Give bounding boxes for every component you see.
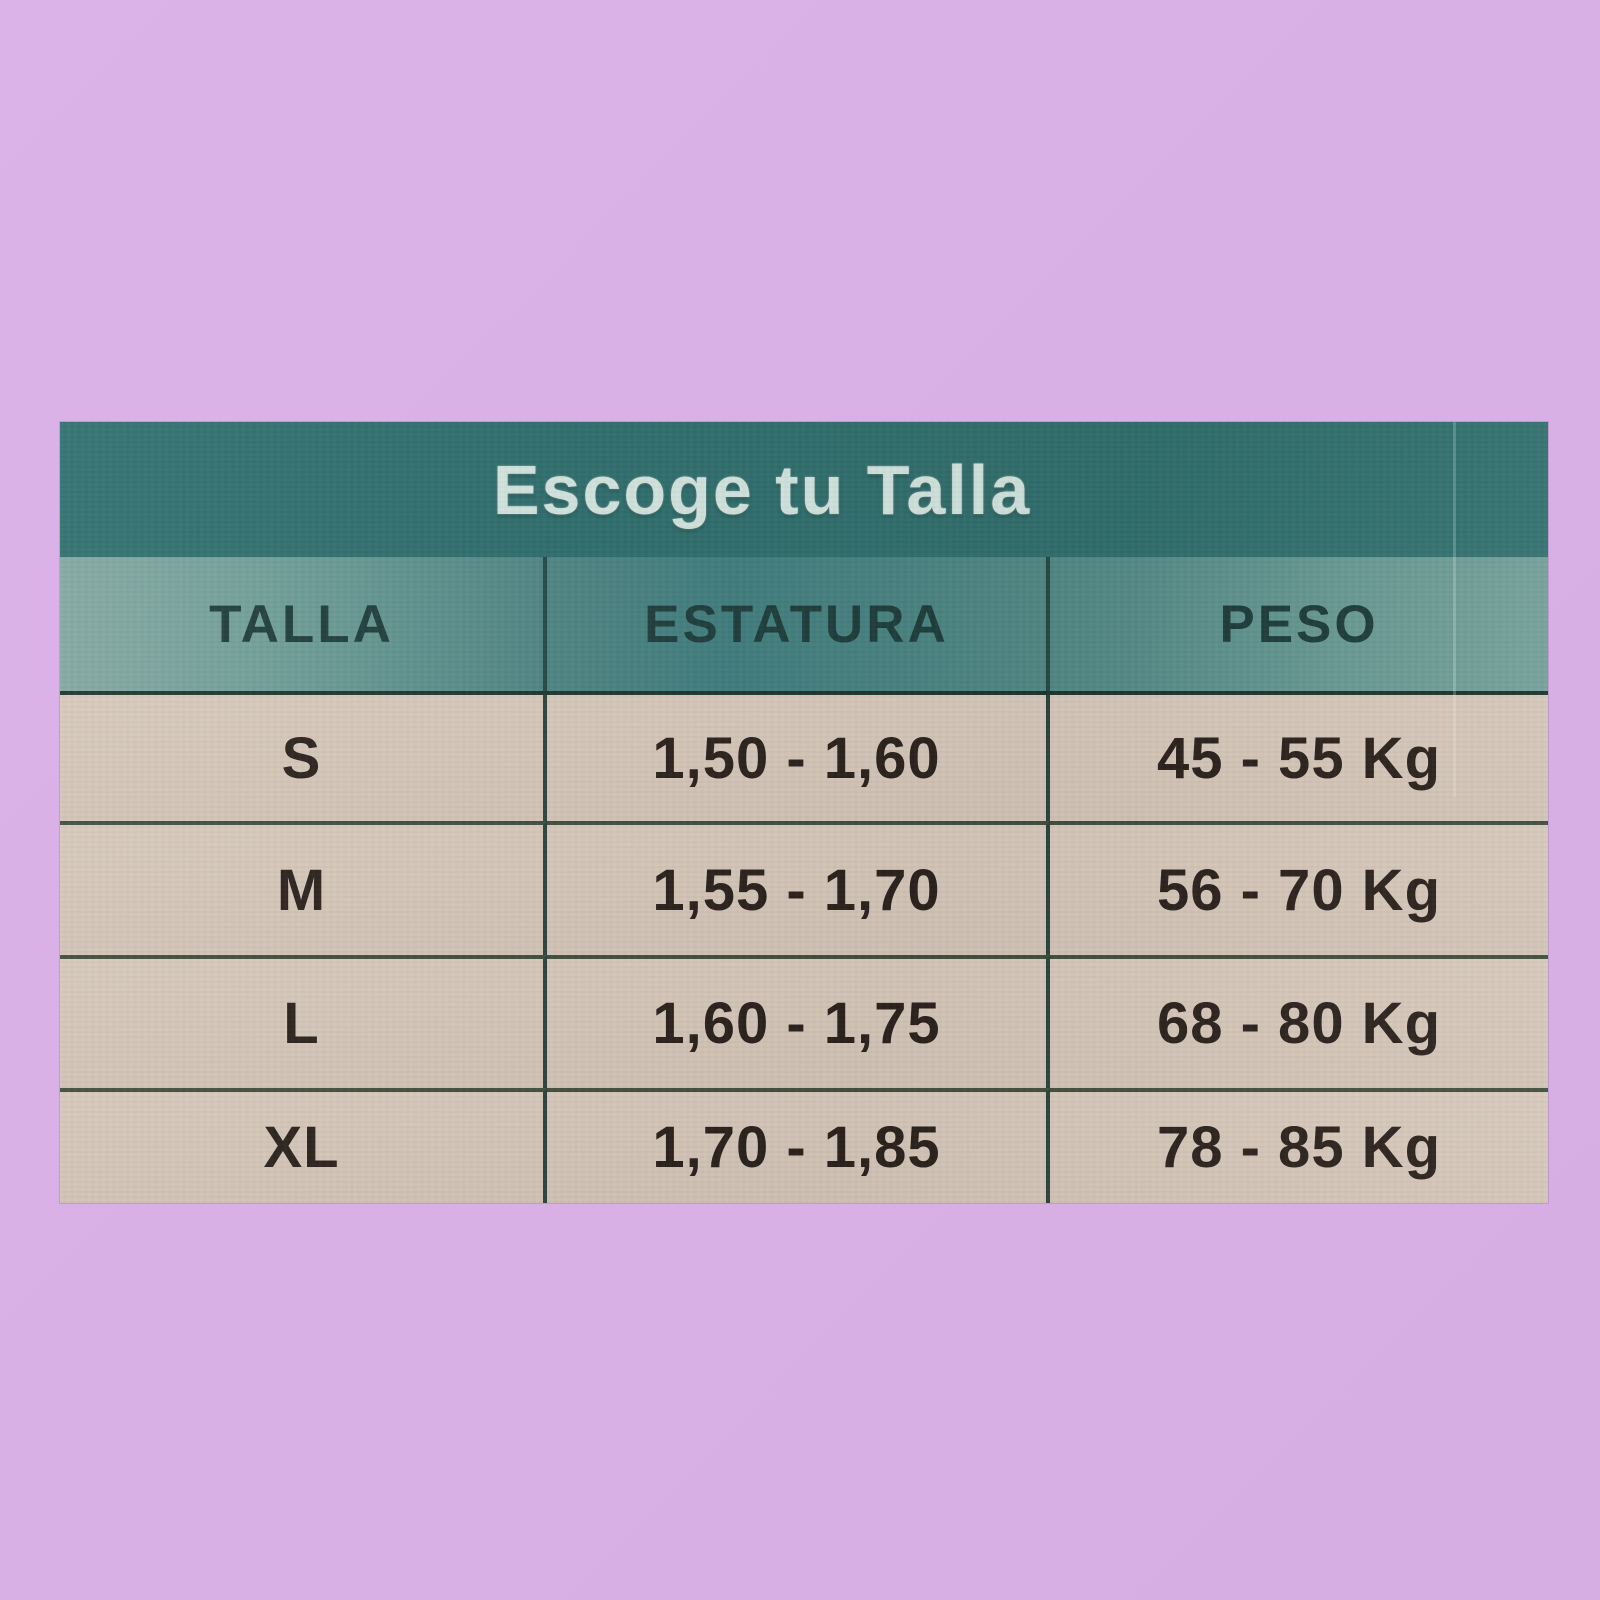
cell-size-xl-peso: 78 - 85 Kg	[1050, 1088, 1548, 1203]
column-header-talla: TALLA	[60, 557, 547, 691]
size-chart-table: Escoge tu Talla TALLA ESTATURA PESO S 1,…	[60, 422, 1548, 1203]
cell-size-m-peso: 56 - 70 Kg	[1050, 821, 1548, 955]
size-table-body: S 1,50 - 1,60 45 - 55 Kg M 1,55 - 1,70 5…	[60, 695, 1548, 1203]
cell-size-s-estatura: 1,50 - 1,60	[547, 695, 1050, 821]
table-title: Escoge tu Talla	[492, 450, 1032, 529]
cell-size-xl-talla: XL	[60, 1088, 547, 1203]
cell-size-l-talla: L	[60, 955, 547, 1088]
cell-size-m-talla: M	[60, 821, 547, 955]
table-title-band: Escoge tu Talla	[60, 422, 1548, 557]
column-header-peso: PESO	[1219, 594, 1379, 654]
cell-size-m-estatura: 1,55 - 1,70	[547, 821, 1050, 955]
cell-size-s-talla: S	[60, 695, 547, 821]
column-header-estatura: ESTATURA	[547, 557, 1050, 691]
cell-size-xl-estatura: 1,70 - 1,85	[547, 1088, 1050, 1203]
cell-size-s-peso: 45 - 55 Kg	[1050, 695, 1548, 821]
cell-size-l-peso: 68 - 80 Kg	[1050, 955, 1548, 1088]
cell-size-l-estatura: 1,60 - 1,75	[547, 955, 1050, 1088]
column-header-row: TALLA ESTATURA PESO	[60, 557, 1548, 695]
